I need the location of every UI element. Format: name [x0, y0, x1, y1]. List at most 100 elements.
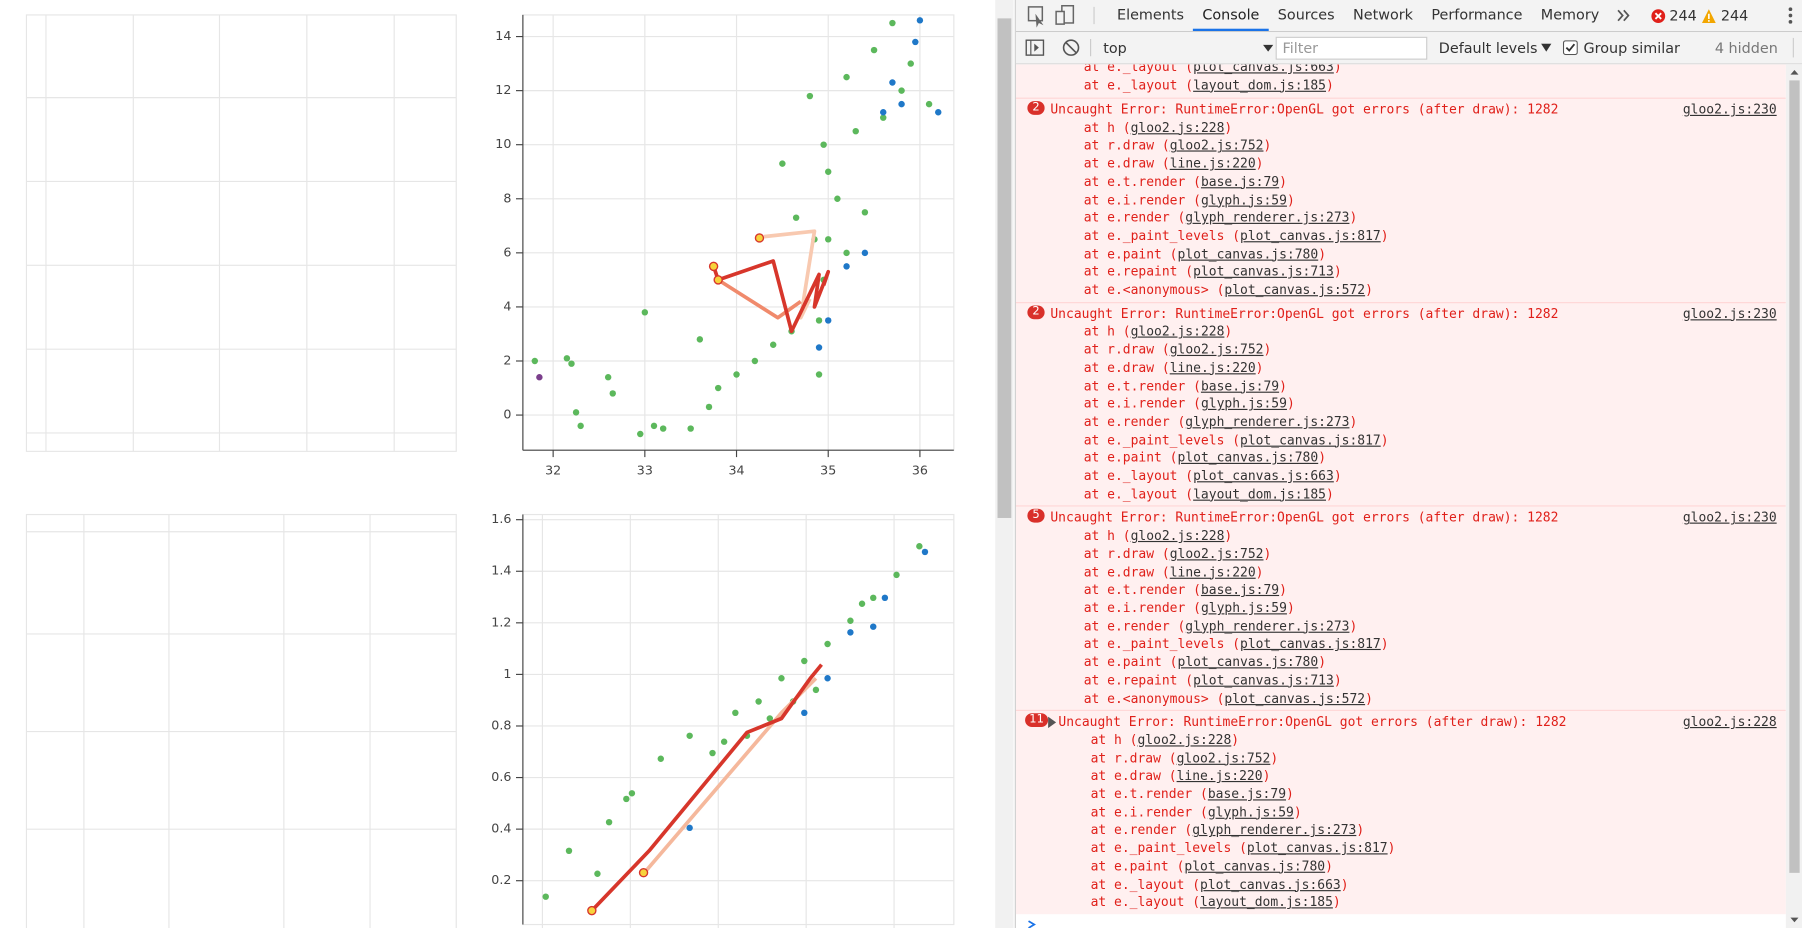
- issue-counters[interactable]: 244 244: [1650, 7, 1748, 24]
- tab[interactable]: Memory: [1540, 5, 1600, 23]
- group-similar-label: Group similar: [1583, 39, 1680, 57]
- filter-input[interactable]: Filter: [1275, 36, 1428, 60]
- point: [824, 675, 831, 682]
- source-link[interactable]: glyph_renderer.js:273: [1185, 210, 1350, 226]
- source-link[interactable]: line.js:220: [1169, 564, 1256, 580]
- point: [881, 594, 889, 602]
- source-link[interactable]: glyph.js:59: [1207, 804, 1294, 820]
- source-link[interactable]: line.js:220: [1169, 156, 1256, 172]
- source-link[interactable]: layout_dom.js:185: [1200, 894, 1333, 910]
- tab[interactable]: Performance: [1431, 5, 1523, 23]
- stack-frame: at e._layout (layout_dom.js:185): [1016, 486, 1786, 504]
- point: [637, 430, 644, 438]
- point: [825, 168, 832, 175]
- source-link[interactable]: gloo2.js:228: [1130, 324, 1225, 340]
- source-link[interactable]: plot_canvas.js:780: [1184, 858, 1326, 874]
- inspect-icon[interactable]: [1027, 6, 1044, 22]
- source-link[interactable]: gloo2.js:228: [1682, 714, 1777, 730]
- point: [708, 261, 719, 272]
- source-link[interactable]: gloo2.js:752: [1169, 138, 1264, 154]
- menu-button[interactable]: [1787, 6, 1794, 26]
- stack-frame: at e.draw (line.js:220): [1016, 563, 1786, 581]
- source-link[interactable]: plot_canvas.js:663: [1200, 876, 1341, 892]
- error-text: Uncaught Error: RuntimeError:OpenGL got …: [1058, 714, 1567, 730]
- source-link[interactable]: layout_dom.js:185: [1193, 486, 1326, 502]
- paren: ): [1332, 894, 1341, 910]
- source-link[interactable]: glyph.js:59: [1200, 600, 1287, 616]
- source-link[interactable]: base.js:79: [1200, 582, 1280, 598]
- point: [605, 818, 613, 826]
- source-link[interactable]: line.js:220: [1176, 768, 1263, 784]
- source-link[interactable]: plot_canvas.js:817: [1240, 228, 1381, 244]
- point: [754, 233, 765, 243]
- console-scrollbar[interactable]: [1785, 64, 1802, 928]
- levels-select[interactable]: Default levels: [1439, 39, 1554, 56]
- tab[interactable]: Sources: [1277, 5, 1335, 23]
- source-link[interactable]: plot_canvas.js:780: [1177, 450, 1319, 466]
- paren: ): [1333, 468, 1342, 484]
- checkbox[interactable]: [1562, 40, 1578, 56]
- source-link[interactable]: gloo2.js:228: [1130, 528, 1225, 544]
- group-similar[interactable]: Group similar: [1562, 39, 1680, 57]
- clear-console[interactable]: [1062, 39, 1080, 56]
- call: at e.draw (: [1090, 768, 1177, 784]
- source-link[interactable]: plot_canvas.js:572: [1224, 690, 1366, 706]
- source-link[interactable]: plot_canvas.js:572: [1224, 282, 1366, 298]
- source-link[interactable]: plot_canvas.js:780: [1177, 246, 1319, 262]
- point: [815, 317, 823, 324]
- source-link[interactable]: glyph.js:59: [1200, 192, 1287, 208]
- context-select[interactable]: top: [1103, 39, 1282, 56]
- scroll-thumb[interactable]: [1789, 80, 1800, 873]
- source-link[interactable]: line.js:220: [1169, 360, 1256, 376]
- source-link[interactable]: glyph_renderer.js:273: [1192, 822, 1357, 838]
- source-link[interactable]: gloo2.js:230: [1682, 102, 1777, 118]
- source-link[interactable]: base.js:79: [1207, 786, 1287, 802]
- prompt[interactable]: [1027, 918, 1038, 928]
- point: [563, 355, 571, 362]
- source-link[interactable]: gloo2.js:228: [1130, 120, 1225, 136]
- point: [921, 548, 929, 556]
- source-link[interactable]: gloo2.js:752: [1169, 546, 1264, 562]
- page-scrollbar[interactable]: [995, 0, 1014, 928]
- sidebar-toggle[interactable]: [1025, 39, 1045, 56]
- source-link[interactable]: glyph_renderer.js:273: [1185, 414, 1350, 430]
- expand-arrow[interactable]: [1048, 716, 1057, 729]
- source-link[interactable]: base.js:79: [1200, 174, 1280, 190]
- point: [778, 675, 785, 682]
- source-link[interactable]: gloo2.js:230: [1682, 510, 1777, 526]
- source-link[interactable]: plot_canvas.js:713: [1193, 672, 1334, 688]
- x-tick-label: 32: [545, 462, 561, 477]
- source-link[interactable]: plot_canvas.js:780: [1177, 654, 1319, 670]
- source-link[interactable]: plot_canvas.js:663: [1193, 64, 1334, 75]
- source-link[interactable]: layout_dom.js:185: [1193, 77, 1326, 93]
- call: at e.repaint (: [1083, 672, 1194, 688]
- call: at e.paint (: [1083, 246, 1178, 262]
- source-link[interactable]: base.js:79: [1200, 378, 1280, 394]
- call: at e._paint_levels (: [1090, 840, 1247, 856]
- point: [536, 373, 543, 381]
- more-tabs[interactable]: [1608, 0, 1642, 31]
- paren: ): [1279, 174, 1287, 190]
- tab[interactable]: Console: [1193, 0, 1269, 32]
- tab[interactable]: Network: [1353, 5, 1413, 23]
- source-link[interactable]: plot_canvas.js:663: [1193, 468, 1334, 484]
- source-link[interactable]: gloo2.js:230: [1682, 306, 1777, 322]
- source-link[interactable]: plot_canvas.js:817: [1240, 432, 1381, 448]
- source-link[interactable]: plot_canvas.js:817: [1240, 636, 1381, 652]
- stack-frame: at e.t.render (base.js:79): [1016, 173, 1786, 191]
- source-link[interactable]: glyph_renderer.js:273: [1185, 618, 1350, 634]
- point: [709, 749, 716, 757]
- scroll-thumb[interactable]: [997, 18, 1012, 518]
- source-link[interactable]: gloo2.js:228: [1137, 732, 1232, 748]
- y-tick-label: 0: [503, 407, 511, 422]
- source-link[interactable]: glyph.js:59: [1200, 396, 1287, 412]
- source-link[interactable]: gloo2.js:752: [1169, 342, 1264, 358]
- source-link[interactable]: plot_canvas.js:817: [1246, 840, 1388, 856]
- source-link[interactable]: gloo2.js:752: [1176, 750, 1271, 766]
- point: [766, 715, 774, 722]
- source-link[interactable]: plot_canvas.js:713: [1193, 264, 1334, 280]
- y-tick-label: 6: [503, 244, 511, 259]
- tab[interactable]: Elements: [1117, 5, 1184, 23]
